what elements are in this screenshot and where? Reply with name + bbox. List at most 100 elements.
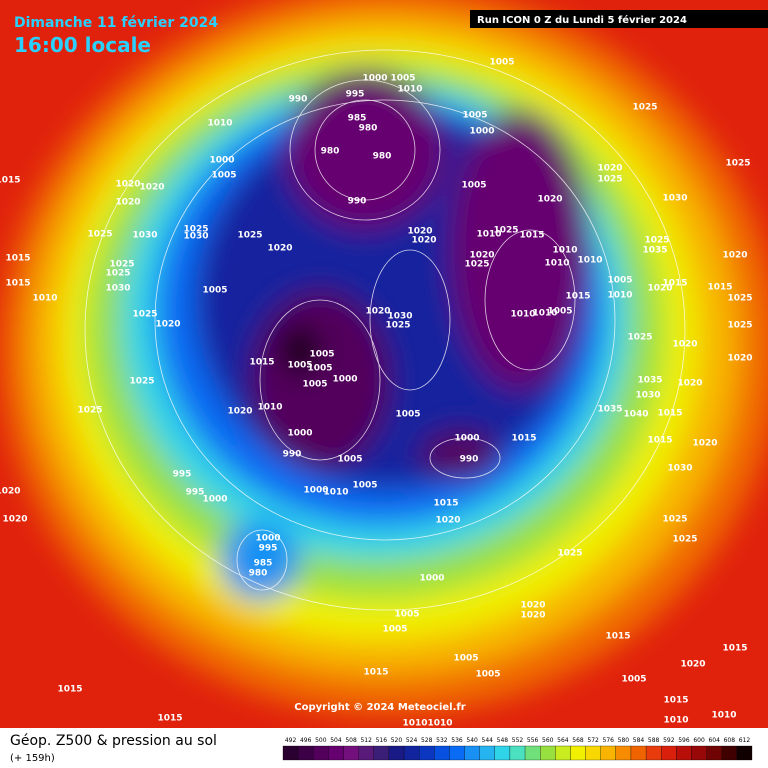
isobar-label: 1025 [385, 321, 410, 331]
isobar-label: 1015 [363, 668, 388, 678]
scale-swatch [297, 745, 314, 761]
isobar-label: 1000 [255, 534, 280, 544]
scale-label: 548 [497, 737, 509, 744]
isobar-label: 1025 [129, 377, 154, 387]
isobar-label: 1005 [352, 481, 377, 491]
scale-swatch [343, 745, 359, 761]
isobar-label: 1035 [637, 376, 662, 386]
isobar-label: 1020 [155, 320, 180, 330]
scale-label: 524 [406, 737, 418, 744]
scale-label: 604 [708, 737, 720, 744]
scale-swatch [524, 745, 541, 761]
scale-label: 532 [436, 737, 448, 744]
isobar-label: 1015 [663, 696, 688, 706]
isobar-label: 1030 [132, 231, 157, 241]
isobar-label: 980 [321, 147, 340, 157]
isobar-label: 1015 [605, 632, 630, 642]
isobar-label: 1005 [395, 410, 420, 420]
scale-label: 540 [466, 737, 478, 744]
scale-swatch [645, 745, 662, 761]
isobar-label: 1000 [362, 74, 387, 84]
isobar-label: 1005 [202, 286, 227, 296]
scale-swatch [661, 745, 677, 761]
scale-swatch [388, 745, 405, 761]
isobar-label: 1010 [397, 85, 422, 95]
isobar-label: 1020 [407, 227, 432, 237]
isobar-label: 1000 [202, 495, 227, 505]
isobar-label: 1025 [132, 310, 157, 320]
scale-label: 504 [330, 737, 342, 744]
scale-label: 608 [724, 737, 736, 744]
isobar-label: 985 [254, 559, 273, 569]
scale-swatch [328, 745, 344, 761]
isobar-label: 1015 [565, 292, 590, 302]
scale-swatch [600, 745, 616, 761]
isobar-label: 1025 [644, 236, 669, 246]
isobar-label: 1010 [427, 719, 452, 729]
isobar-label: 1025 [672, 535, 697, 545]
copyright: Copyright © 2024 Meteociel.fr [294, 702, 465, 713]
isobar-label: 1000 [469, 127, 494, 137]
isobar-label: 1010 [510, 310, 535, 320]
scale-swatch [555, 745, 571, 761]
scale-swatch [282, 745, 299, 761]
isobar-label: 1000 [287, 429, 312, 439]
isobar-label: 1005 [382, 625, 407, 635]
isobar-label: 1005 [607, 276, 632, 286]
scale-label: 552 [512, 737, 524, 744]
scale-swatch [721, 745, 738, 761]
isobar-label: 1025 [109, 260, 134, 270]
time-title: 16:00 locale [14, 33, 151, 57]
scale-swatch [570, 745, 586, 761]
isobar-label: 1015 [657, 409, 682, 419]
isobar-label: 1005 [462, 111, 487, 121]
isobar-label: 1020 [680, 660, 705, 670]
isobar-label: 990 [289, 95, 308, 105]
isobar-label: 995 [346, 90, 365, 100]
isobar-label: 1020 [520, 601, 545, 611]
geopotential-field [0, 0, 768, 728]
isobar-label: 1025 [727, 294, 752, 304]
scale-label: 584 [633, 737, 645, 744]
isobar-label: 1010 [711, 711, 736, 721]
isobar-label: 1020 [672, 340, 697, 350]
isobar-label: 1025 [87, 230, 112, 240]
isobar-label: 990 [283, 450, 302, 460]
isobar-label: 980 [249, 569, 268, 579]
isobar-label: 1020 [267, 244, 292, 254]
scale-swatch [373, 745, 390, 761]
scale-swatch [736, 745, 753, 761]
scale-swatch [479, 745, 495, 761]
isobar-label: 1020 [647, 284, 672, 294]
scale-label: 592 [663, 737, 675, 744]
scale-label: 612 [739, 737, 751, 744]
isobar-label: 1015 [249, 358, 274, 368]
isobar-label: 1010 [402, 719, 427, 729]
isobar-label: 1020 [692, 439, 717, 449]
scale-swatch [676, 745, 692, 761]
isobar-label: 1010 [577, 256, 602, 266]
isobar-label: 1005 [475, 670, 500, 680]
isobar-label: 1020 [411, 236, 436, 246]
date-title: Dimanche 11 février 2024 [14, 15, 218, 31]
isobar-label: 980 [359, 124, 378, 134]
isobar-label: 1030 [387, 312, 412, 322]
isobar-label: 1005 [621, 675, 646, 685]
isobar-label: 995 [259, 544, 278, 554]
isobar-label: 1010 [663, 716, 688, 726]
isobar-label: 980 [373, 152, 392, 162]
scale-label: 544 [482, 737, 494, 744]
isobar-label: 1015 [57, 685, 82, 695]
isobar-label: 1020 [435, 516, 460, 526]
isobar-label: 1005 [453, 654, 478, 664]
isobar-label: 1020 [520, 611, 545, 621]
scale-label: 500 [315, 737, 327, 744]
isobar-label: 1020 [727, 354, 752, 364]
scale-label: 580 [618, 737, 630, 744]
isobar-label: 995 [186, 488, 205, 498]
isobar-label: 1010 [552, 246, 577, 256]
isobar-label: 1015 [707, 283, 732, 293]
run-info: Run ICON 0 Z du Lundi 5 février 2024 [477, 14, 687, 26]
isobar-label: 1015 [662, 279, 687, 289]
